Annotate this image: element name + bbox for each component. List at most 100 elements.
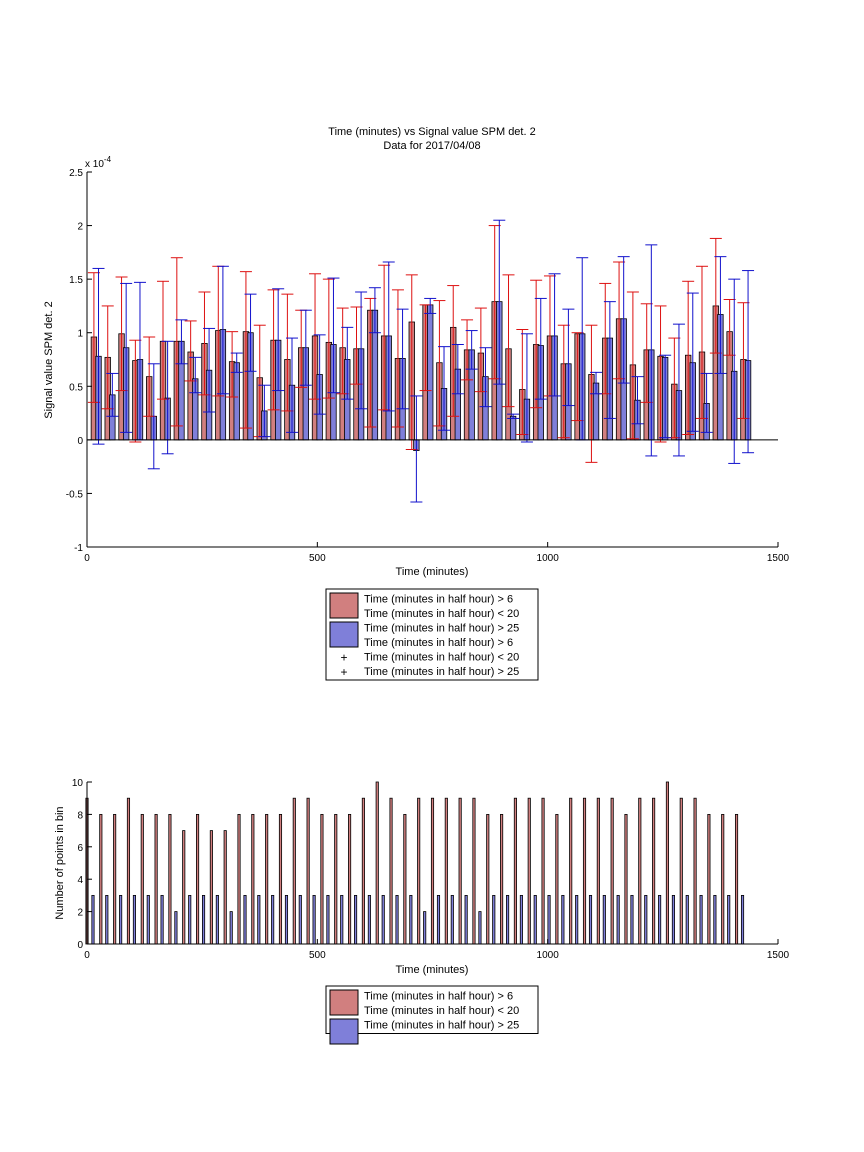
chart2-bar-red: [320, 814, 324, 945]
chart2-bar-red: [458, 797, 462, 945]
chart1-legend-label: Time (minutes in half hour) > 6: [364, 594, 513, 606]
chart2-bar-red: [223, 830, 227, 945]
chart2-legend-box: [325, 985, 539, 1034]
chart2-legend-swatch-red: [329, 989, 359, 1016]
chart2-x-tick-label: 1500: [767, 950, 790, 961]
chart2-legend-label: Time (minutes in half hour) < 20: [364, 1005, 519, 1017]
chart1-subtitle: Data for 2017/04/08: [383, 140, 480, 152]
chart1-y-tick-label: -1: [74, 543, 83, 554]
chart2-bar-blue: [630, 895, 634, 945]
chart2-bar-red: [569, 797, 573, 945]
chart2-bar-blue: [105, 895, 109, 945]
chart2-bar-blue: [561, 895, 565, 945]
chart2-bar-red: [154, 814, 158, 945]
chart2-plot-area: 0 500 1000 1500 0 2 4 6 8 10: [72, 778, 790, 961]
chart2-bar-blue: [740, 895, 745, 945]
chart2-bar-blue: [450, 895, 454, 945]
chart2-bar-blue: [547, 895, 551, 945]
chart2-bar-red: [196, 814, 200, 945]
chart2-bar-red: [403, 814, 407, 945]
chart2-bar-red: [251, 814, 255, 945]
chart2-bar-blue: [713, 895, 717, 945]
chart2-bar-red: [624, 814, 628, 945]
chart2-bar-red: [113, 814, 117, 945]
chart2-bar-blue: [644, 895, 648, 945]
chart2-y-tick-label: 0: [77, 940, 83, 951]
chart1-title: Time (minutes) vs Signal value SPM det. …: [328, 126, 535, 138]
chart2-legend-label: Time (minutes in half hour) > 6: [364, 991, 513, 1003]
chart2-bar-blue: [367, 895, 371, 945]
chart2-y-tick-label: 4: [77, 875, 83, 886]
chart2-bar-blue: [506, 895, 510, 945]
chart2-bar-red: [209, 830, 213, 945]
chart2-bar-red: [500, 814, 504, 945]
chart2-bar-red: [582, 797, 587, 945]
chart1-legend-swatch-blue: [329, 621, 359, 648]
chart2-bar-red: [693, 797, 697, 945]
chart2-bar-red: [292, 797, 296, 945]
chart2-bar-red: [348, 814, 352, 945]
chart2-bar-red: [721, 814, 725, 945]
chart1-bar-blue: [427, 304, 434, 441]
chart2-bar-red: [665, 781, 669, 945]
chart2-bar-blue: [326, 895, 330, 945]
chart2-ylabel: Number of points in bin: [54, 806, 66, 919]
chart2-bar-blue: [602, 895, 606, 945]
chart2-bar-red: [99, 814, 103, 945]
chart2-bar-blue: [91, 895, 95, 945]
chart2-bar-red: [610, 797, 614, 945]
chart2-bar-blue: [340, 895, 344, 945]
chart2-bar-blue: [492, 895, 496, 945]
chart2-bar-blue: [257, 895, 261, 945]
chart1-bar-blue: [233, 362, 240, 441]
chart2-bar-red: [707, 814, 711, 945]
chart2-bar-red: [638, 797, 642, 945]
chart2-bar-red: [734, 814, 739, 945]
chart1-y-tick-label: 0: [77, 436, 83, 447]
chart2-bar-red: [596, 797, 600, 945]
chart1-y-tick-label: 1: [77, 329, 83, 340]
chart2-bar-red: [168, 814, 172, 945]
chart2-bar-blue: [395, 895, 399, 945]
chart2-bar-blue: [119, 895, 123, 945]
chart2-bar-red: [417, 797, 421, 945]
chart2-bar-red: [555, 814, 559, 945]
chart2-legend: Time (minutes in half hour) > 6 Time (min…: [325, 985, 539, 1045]
chart2-x-tick-label: 0: [84, 950, 90, 961]
chart2-bar-blue: [409, 895, 413, 945]
chart2-bar-red: [361, 797, 365, 945]
chart1-legend-marker-blue: +: [340, 665, 347, 679]
chart2-bar-red: [306, 797, 310, 945]
chart2-bar-red: [679, 797, 683, 945]
chart1-legend-swatch-red: [329, 592, 359, 619]
chart2-bar-blue: [588, 895, 593, 945]
chart1-y-tick-label: 0.5: [69, 382, 83, 393]
chart2-x-tick-label: 1000: [537, 950, 560, 961]
chart2-bar-blue: [298, 895, 302, 945]
chart2-bar-blue: [381, 895, 385, 945]
chart2-legend-label: Time (minutes in half hour) > 25: [364, 1020, 519, 1032]
chart2-bar-blue: [699, 895, 703, 945]
chart2-bar-blue: [229, 911, 233, 945]
chart2-bar-red: [541, 797, 545, 945]
chart1-legend-box: [325, 588, 539, 681]
chart1-x-tick-label: 1500: [767, 553, 790, 564]
chart1-xlabel: Time (minutes): [396, 566, 469, 578]
chart1-plot-area: 0 500 1000 1500 -1 -0.5 0 0.5 1 1.5 2 2.5: [66, 168, 790, 564]
chart1-x-tick-label: 500: [309, 553, 326, 564]
chart2-bar-blue: [671, 895, 675, 945]
chart1-y-tick-label: 1.5: [69, 275, 83, 286]
chart2-bar-blue: [436, 895, 441, 945]
chart2-y-tick-label: 10: [72, 778, 84, 789]
chart2-xlabel: Time (minutes): [396, 964, 469, 976]
chart2-bar-blue: [575, 895, 579, 945]
chart2-bar-red: [126, 797, 131, 945]
chart2-bar-blue: [215, 895, 219, 945]
chart2-bar-red: [140, 814, 144, 945]
chart2-bar-blue: [271, 895, 275, 945]
chart1-legend-label: Time (minutes in half hour) > 25: [364, 623, 519, 635]
chart2-bar-red: [527, 797, 531, 945]
chart2-bar-blue: [284, 895, 289, 945]
chart1-bar-blue: [509, 415, 517, 441]
